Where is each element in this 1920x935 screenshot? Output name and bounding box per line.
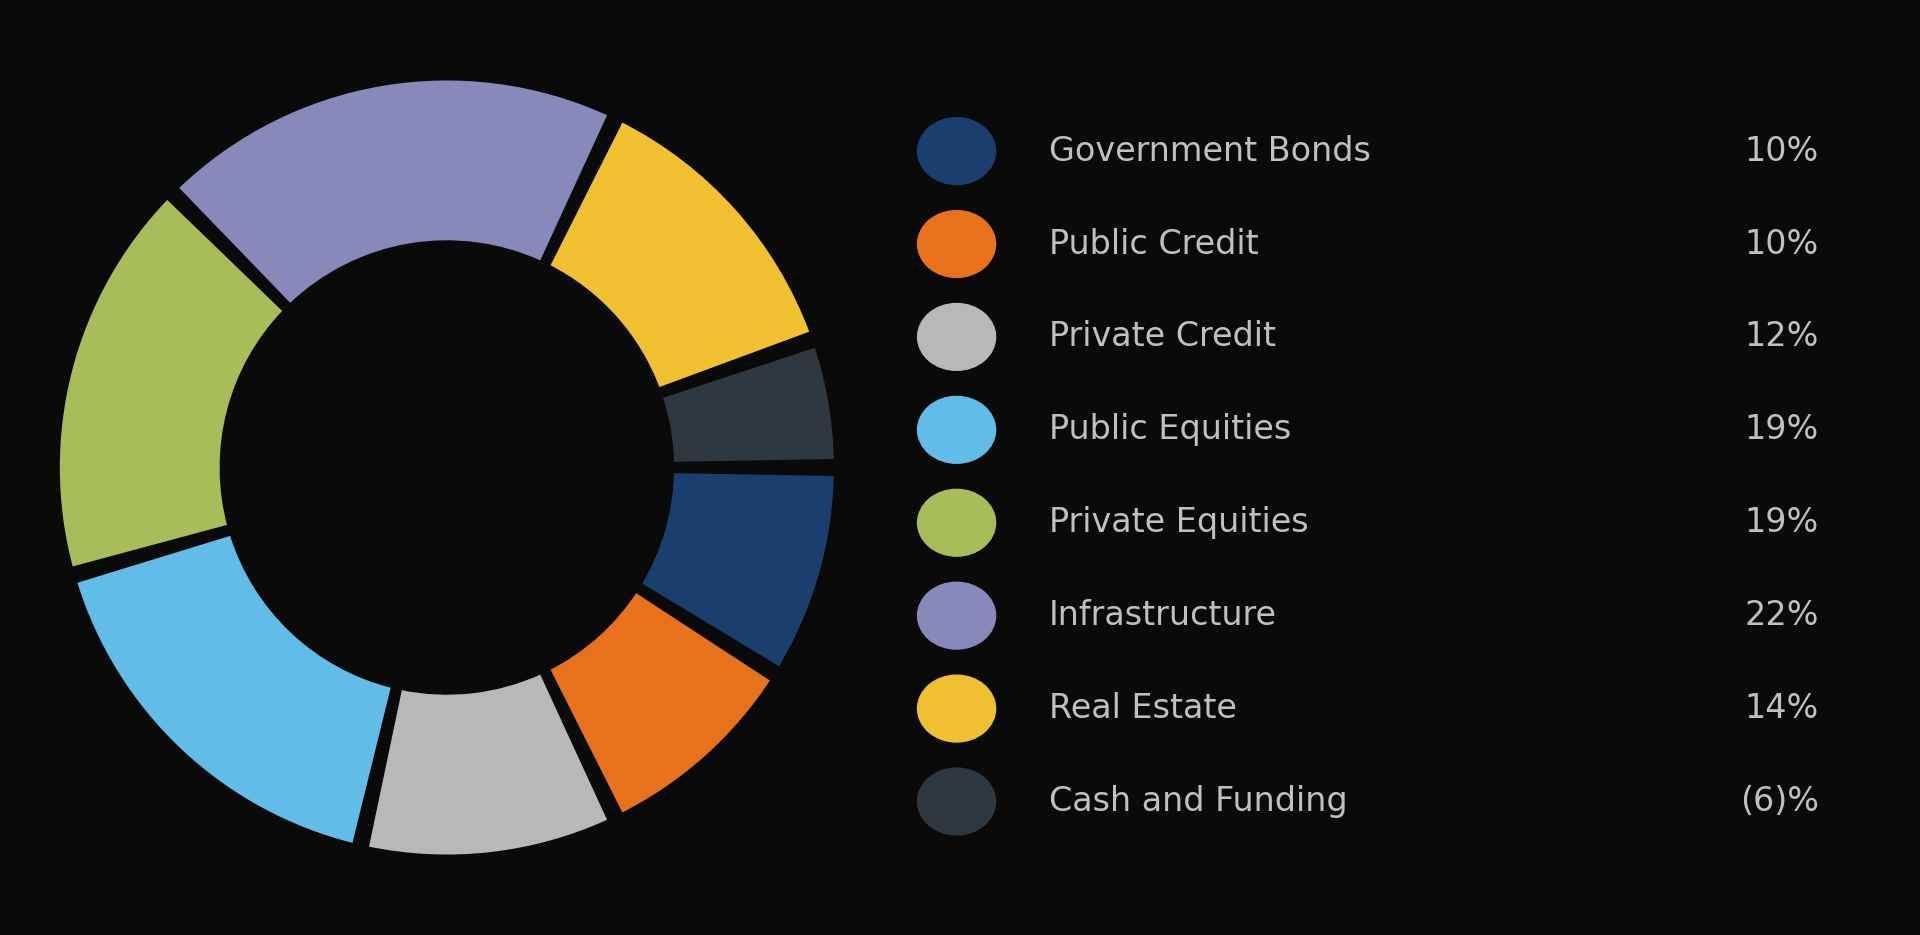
Text: 22%: 22% [1743,599,1818,632]
Text: 19%: 19% [1745,413,1818,446]
Wedge shape [58,197,284,568]
Text: Public Equities: Public Equities [1048,413,1290,446]
Wedge shape [367,672,609,856]
Circle shape [918,304,996,370]
Text: 19%: 19% [1745,506,1818,539]
Circle shape [918,396,996,463]
Circle shape [918,768,996,835]
Circle shape [918,210,996,278]
Text: 14%: 14% [1745,692,1818,725]
Wedge shape [177,79,609,306]
Text: 10%: 10% [1745,135,1818,167]
Circle shape [918,489,996,556]
Text: Public Credit: Public Credit [1048,227,1260,261]
Circle shape [918,583,996,649]
Text: Private Credit: Private Credit [1048,321,1277,353]
Text: 10%: 10% [1745,227,1818,261]
Circle shape [918,675,996,742]
Wedge shape [549,121,812,389]
Wedge shape [660,346,835,464]
Text: 12%: 12% [1743,321,1818,353]
Text: (6)%: (6)% [1740,785,1818,818]
Text: Government Bonds: Government Bonds [1048,135,1371,167]
Text: Private Equities: Private Equities [1048,506,1309,539]
Wedge shape [549,591,772,814]
Wedge shape [75,534,394,845]
Wedge shape [639,471,835,669]
Text: Cash and Funding: Cash and Funding [1048,785,1348,818]
Text: Real Estate: Real Estate [1048,692,1236,725]
Circle shape [918,118,996,184]
Text: Infrastructure: Infrastructure [1048,599,1277,632]
